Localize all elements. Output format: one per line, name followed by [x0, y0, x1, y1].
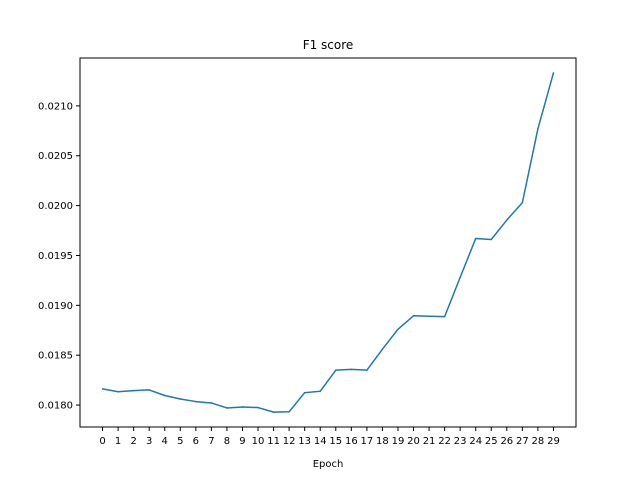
- series-layer: [101, 72, 555, 413]
- data-point: [506, 219, 508, 221]
- x-tick-label: 22: [438, 436, 451, 447]
- data-point: [195, 400, 197, 403]
- data-point: [163, 394, 166, 397]
- data-point: [257, 406, 259, 409]
- x-tick-label: 24: [469, 436, 482, 447]
- y-tick-label: 0.0185: [38, 351, 73, 362]
- data-point: [474, 237, 477, 240]
- data-point: [334, 369, 337, 371]
- x-tick-label: 27: [516, 436, 529, 447]
- y-tick-label: 0.0200: [38, 201, 73, 212]
- x-tick-label: 18: [376, 436, 389, 447]
- x-tick-label: 20: [407, 436, 420, 447]
- x-tick-label: 2: [130, 436, 136, 447]
- x-axis-label: Epoch: [313, 459, 344, 470]
- data-point: [459, 276, 461, 279]
- x-tick-label: 21: [423, 436, 436, 447]
- data-point: [412, 315, 415, 317]
- data-point: [288, 410, 290, 413]
- x-tick-label: 0: [99, 436, 105, 447]
- data-point: [132, 389, 135, 392]
- x-tick-label: 1: [115, 436, 121, 447]
- chart-title: F1 score: [303, 38, 354, 52]
- data-point: [521, 201, 524, 204]
- data-point: [490, 238, 493, 241]
- x-tick-label: 8: [224, 436, 230, 447]
- data-point: [381, 348, 384, 351]
- data-point: [101, 388, 104, 390]
- data-point: [210, 402, 213, 404]
- y-tick-label: 0.0205: [38, 151, 73, 162]
- x-tick-label: 12: [283, 436, 296, 447]
- series-line: [102, 72, 555, 413]
- x-tick-label: 14: [314, 436, 327, 447]
- x-tick-label: 10: [252, 436, 265, 447]
- y-axis-ticks: 0.0180 0.0185 0.0190 0.0195 0.0200 0.0205 0.02…: [38, 101, 80, 412]
- x-tick-label: 25: [485, 436, 498, 447]
- data-point: [366, 369, 368, 371]
- y-tick-label: 0.0210: [38, 101, 73, 112]
- x-tick-label: 29: [547, 436, 560, 447]
- data-point: [537, 128, 539, 130]
- data-point: [148, 389, 150, 391]
- data-point: [241, 406, 244, 408]
- x-tick-label: 11: [267, 436, 280, 447]
- data-point: [226, 407, 228, 409]
- data-point: [443, 315, 446, 318]
- data-point: [350, 368, 353, 371]
- x-tick-label: 5: [177, 436, 183, 447]
- data-point: [428, 315, 430, 318]
- data-point: [272, 411, 275, 413]
- x-tick-label: 13: [298, 436, 311, 447]
- x-tick-label: 19: [392, 436, 405, 447]
- x-tick-label: 16: [345, 436, 358, 447]
- data-point: [303, 391, 306, 394]
- x-tick-label: 4: [162, 436, 168, 447]
- x-tick-label: 15: [329, 436, 342, 447]
- y-tick-label: 0.0195: [38, 251, 73, 262]
- data-point: [552, 72, 555, 74]
- x-axis-ticks: 0 1 2 3 4 5 6 7 8 9 10 11 12 13 14 15 16 17 18 19 20 21 22 23 24…: [99, 427, 560, 447]
- plot-frame: [79, 57, 577, 428]
- data-point: [319, 390, 322, 393]
- y-tick-label: 0.0180: [38, 401, 73, 412]
- x-tick-label: 9: [239, 436, 245, 447]
- x-tick-label: 28: [532, 436, 545, 447]
- x-tick-label: 6: [193, 436, 199, 447]
- data-point: [179, 398, 182, 400]
- x-tick-label: 17: [361, 436, 374, 447]
- x-tick-label: 23: [454, 436, 467, 447]
- x-tick-label: 3: [146, 436, 152, 447]
- data-point: [117, 390, 119, 393]
- y-tick-label: 0.0190: [38, 301, 73, 312]
- data-point: [397, 328, 399, 331]
- x-tick-label: 26: [500, 436, 513, 447]
- x-tick-label: 7: [208, 436, 214, 447]
